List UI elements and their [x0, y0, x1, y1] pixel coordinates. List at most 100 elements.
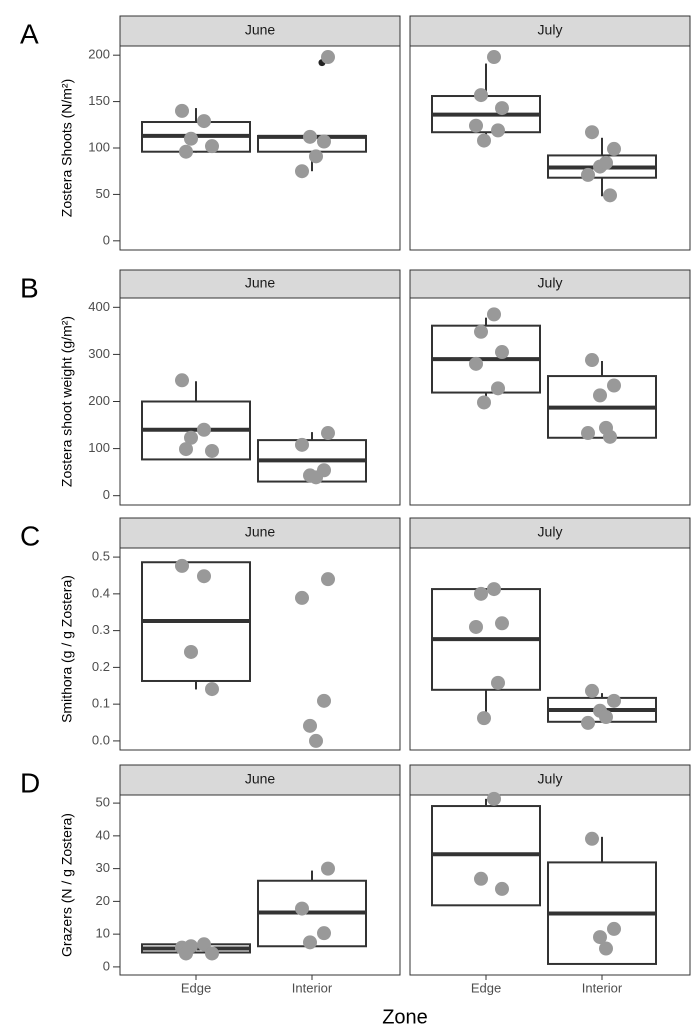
point	[585, 353, 599, 368]
y-tick-label: 300	[88, 346, 110, 361]
point	[309, 470, 323, 485]
point	[205, 682, 219, 697]
point	[495, 881, 509, 896]
y-tick-label: 30	[96, 860, 110, 875]
y-tick-label: 100	[88, 139, 110, 154]
strip-text: July	[538, 22, 563, 38]
point	[197, 937, 211, 952]
point	[487, 791, 501, 806]
point	[295, 164, 309, 179]
x-tick-label: Edge	[181, 980, 211, 995]
point	[295, 590, 309, 605]
point	[593, 388, 607, 403]
panel-letter: C	[20, 520, 40, 551]
x-tick-label: Interior	[582, 980, 623, 995]
point	[321, 426, 335, 441]
point	[184, 430, 198, 445]
y-tick-label: 0.3	[92, 622, 110, 637]
point	[585, 831, 599, 846]
point	[303, 718, 317, 733]
y-tick-label: 0.0	[92, 732, 110, 747]
panel-letter: B	[20, 272, 39, 303]
point	[474, 324, 488, 339]
x-label: Zone	[382, 1006, 428, 1028]
panel	[409, 45, 691, 251]
y-tick-label: 150	[88, 93, 110, 108]
strip-text: June	[245, 524, 276, 540]
y-label: Grazers (N / g Zostera)	[59, 813, 75, 957]
y-tick-label: 100	[88, 440, 110, 455]
point	[581, 715, 595, 730]
y-tick-label: 0.1	[92, 696, 110, 711]
strip-text: June	[245, 275, 276, 291]
point	[309, 733, 323, 748]
point	[585, 683, 599, 698]
strip	[409, 269, 691, 299]
point	[603, 188, 617, 203]
point	[487, 50, 501, 65]
point	[205, 946, 219, 961]
point	[321, 861, 335, 876]
point	[495, 616, 509, 631]
point	[487, 307, 501, 322]
y-label: Zostera Shoots (N/m²)	[59, 79, 75, 217]
panel-letter: A	[20, 18, 39, 49]
point	[581, 426, 595, 441]
point	[179, 144, 193, 159]
strip	[409, 764, 691, 796]
y-tick-label: 0.4	[92, 585, 110, 600]
point	[303, 129, 317, 144]
point	[599, 155, 613, 170]
point	[205, 443, 219, 458]
point	[175, 103, 189, 118]
point	[197, 114, 211, 129]
strip-text: July	[538, 275, 563, 291]
point	[495, 345, 509, 360]
point	[179, 946, 193, 961]
y-tick-label: 50	[96, 795, 110, 810]
point	[495, 101, 509, 116]
point	[474, 586, 488, 601]
point	[197, 422, 211, 437]
point	[581, 167, 595, 182]
strip	[119, 764, 401, 796]
point	[184, 644, 198, 659]
point	[593, 930, 607, 945]
y-tick-label: 200	[88, 47, 110, 62]
y-tick-label: 0.5	[92, 549, 110, 564]
point	[317, 926, 331, 941]
point	[197, 569, 211, 584]
y-tick-label: 0	[103, 232, 110, 247]
point	[599, 941, 613, 956]
point	[607, 378, 621, 393]
point	[469, 118, 483, 133]
point	[179, 442, 193, 457]
point	[469, 356, 483, 371]
point	[184, 131, 198, 146]
point	[317, 693, 331, 708]
y-tick-label: 0.2	[92, 659, 110, 674]
point	[205, 139, 219, 154]
point	[474, 88, 488, 103]
point	[309, 149, 323, 164]
point	[607, 921, 621, 936]
point	[474, 871, 488, 886]
point	[295, 901, 309, 916]
strip-text: June	[245, 22, 276, 38]
panel-letter: D	[20, 767, 40, 798]
y-tick-label: 0	[103, 487, 110, 502]
strip-text: June	[245, 771, 276, 787]
point	[491, 675, 505, 690]
point	[317, 134, 331, 149]
strip-text: July	[538, 771, 563, 787]
y-label: Zostera shoot weight (g/m²)	[59, 316, 75, 487]
strip	[409, 15, 691, 47]
x-tick-label: Interior	[292, 980, 333, 995]
y-tick-label: 40	[96, 827, 110, 842]
point	[175, 558, 189, 573]
point	[175, 373, 189, 388]
strip	[119, 15, 401, 47]
point	[321, 572, 335, 587]
y-tick-label: 20	[96, 893, 110, 908]
